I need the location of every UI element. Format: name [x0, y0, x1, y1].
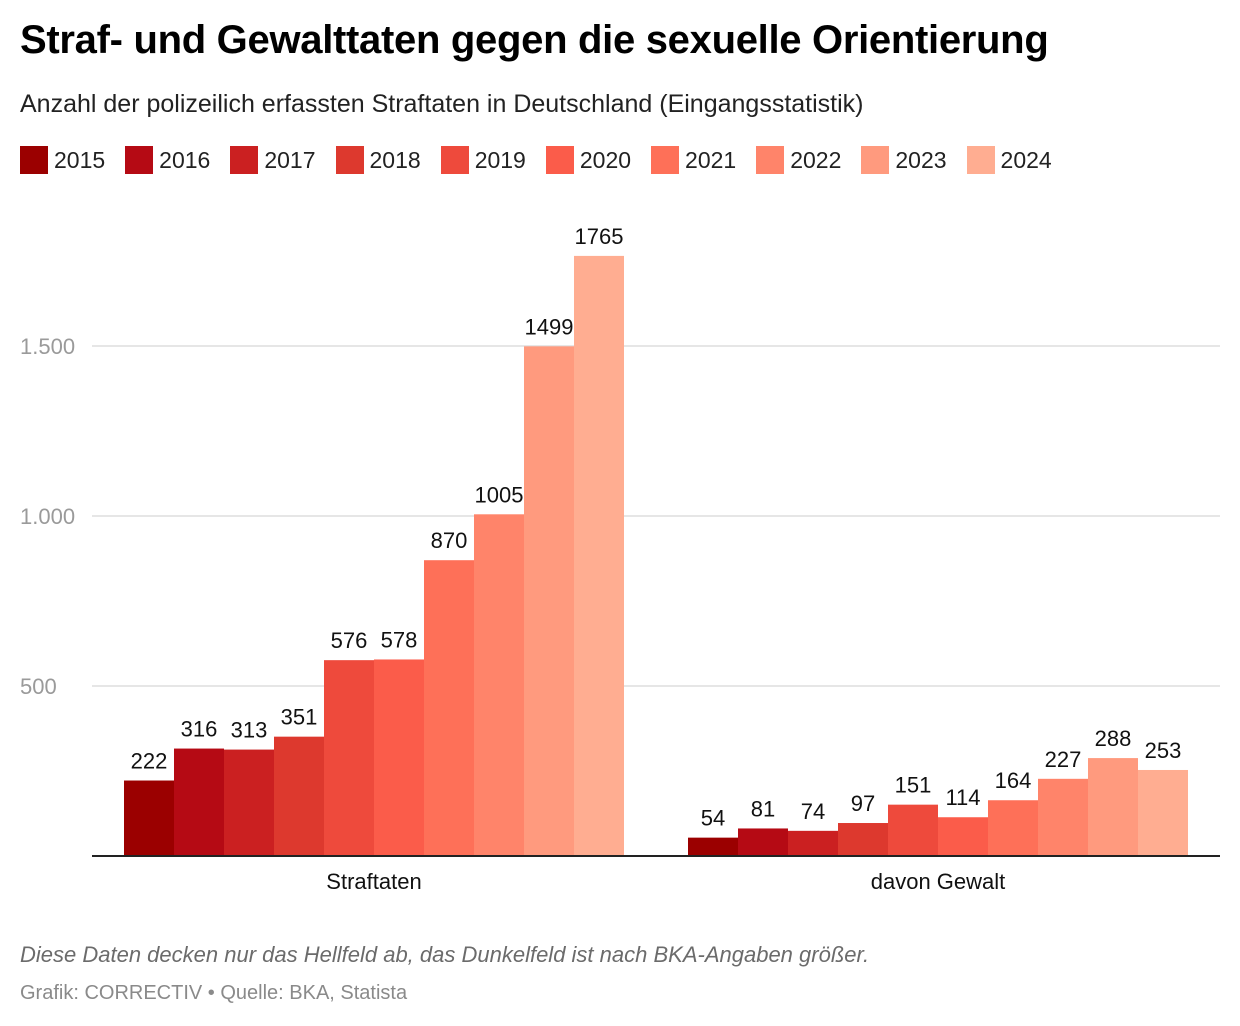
chart-subtitle: Anzahl der polizeilich erfassten Strafta…: [20, 90, 864, 118]
bar-2019-1: [888, 804, 938, 856]
data-label: 1005: [475, 482, 524, 507]
legend-label: 2016: [159, 146, 211, 173]
legend-item-2024: 2024: [966, 146, 1052, 174]
bar-2024-1: [1138, 769, 1188, 856]
data-label: 97: [851, 791, 875, 816]
data-label: 288: [1095, 726, 1132, 751]
legend-item-2022: 2022: [756, 146, 841, 174]
data-label: 222: [131, 749, 168, 774]
bar-2023-1: [1088, 758, 1138, 856]
legend-swatch: [440, 146, 469, 174]
legend-item-2018: 2018: [335, 146, 421, 174]
bar-2019-0: [324, 660, 374, 856]
bar-2020-0: [374, 659, 424, 856]
data-label: 870: [431, 528, 468, 553]
legend-label: 2022: [790, 146, 842, 173]
legend-swatch: [335, 146, 364, 174]
data-label: 151: [895, 773, 932, 798]
legend-swatch: [756, 146, 785, 174]
chart-title: Straf- und Gewalttaten gegen die sexuell…: [20, 18, 1049, 62]
bar-2015-0: [124, 780, 174, 856]
bar-2017-1: [788, 830, 838, 856]
y-tick-label: 1.000: [20, 504, 75, 529]
data-label: 1765: [575, 224, 624, 249]
legend-item-2021: 2021: [651, 146, 736, 174]
data-label: 1499: [525, 314, 574, 339]
chart-legend: 2015 2016 2017 2018 2019 2020 2021 2022 2023 2024: [20, 146, 1072, 174]
data-label: 114: [945, 785, 980, 810]
data-label: 576: [331, 628, 368, 653]
legend-label: 2024: [1000, 146, 1052, 173]
data-label: 313: [231, 718, 268, 743]
legend-swatch: [20, 146, 48, 174]
source-credit: Grafik: CORRECTIV • Quelle: BKA, Statist…: [20, 982, 408, 1004]
x-category-label: davon Gewalt: [871, 869, 1006, 894]
legend-label: 2023: [895, 146, 947, 173]
bar-2016-1: [738, 828, 788, 856]
legend-swatch: [545, 146, 574, 174]
footnote: Diese Daten decken nur das Hellfeld ab, …: [20, 942, 870, 967]
legend-label: 2018: [369, 146, 421, 173]
legend-item-2020: 2020: [545, 146, 632, 174]
bar-2020-1: [938, 817, 988, 856]
bar-2023-0: [524, 346, 574, 856]
legend-label: 2015: [54, 146, 106, 173]
data-label: 316: [181, 717, 218, 742]
legend-label: 2019: [474, 146, 526, 173]
data-label: 74: [801, 799, 825, 824]
data-label: 227: [1045, 747, 1082, 772]
legend-swatch: [651, 146, 680, 174]
y-tick-label: 1.500: [20, 334, 75, 359]
legend-label: 2020: [579, 146, 632, 173]
bar-2021-0: [424, 560, 474, 856]
legend-item-2023: 2023: [861, 146, 947, 174]
legend-item-2015: 2015: [20, 146, 105, 174]
y-tick-label: 500: [20, 674, 57, 699]
bar-2018-1: [838, 823, 888, 856]
legend-label: 2017: [264, 146, 316, 173]
data-label: 578: [381, 627, 418, 652]
legend-label: 2021: [685, 146, 737, 173]
data-label: 54: [701, 806, 725, 831]
data-label: 164: [995, 768, 1032, 793]
data-label: 81: [751, 796, 775, 821]
bar-2021-1: [988, 800, 1038, 856]
legend-item-2016: 2016: [125, 146, 210, 174]
bar-2016-0: [174, 748, 224, 856]
bar-chart: 500 1.000 1.500 222 316 313 351 576 578 870 1005 14…: [20, 224, 1220, 894]
x-category-label: Straftaten: [326, 869, 421, 894]
bar-2017-0: [224, 749, 274, 856]
legend-item-2019: 2019: [440, 146, 526, 174]
bar-2018-0: [274, 736, 324, 856]
bar-2022-0: [474, 514, 524, 856]
legend-swatch: [125, 146, 154, 174]
legend-swatch: [861, 146, 890, 174]
data-label: 351: [281, 705, 318, 730]
bar-2022-1: [1038, 778, 1088, 856]
data-label: 253: [1145, 738, 1182, 763]
bar-2024-0: [574, 255, 624, 856]
legend-item-2017: 2017: [230, 146, 316, 174]
legend-swatch: [966, 146, 995, 174]
bar-2015-1: [688, 837, 738, 856]
legend-swatch: [230, 146, 259, 174]
